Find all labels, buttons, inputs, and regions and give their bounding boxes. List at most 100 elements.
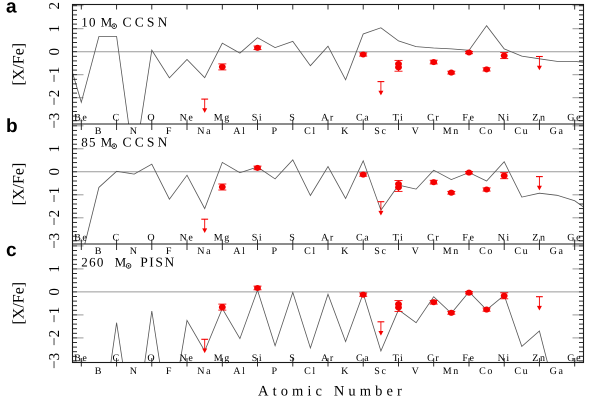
svg-text:Mg: Mg xyxy=(214,233,231,244)
svg-text:−1: −1 xyxy=(47,187,63,203)
svg-text:[X/Fe]: [X/Fe] xyxy=(11,43,28,86)
svg-text:Zn: Zn xyxy=(532,233,546,244)
svg-text:Be: Be xyxy=(74,233,88,244)
svg-text:Ni: Ni xyxy=(498,233,511,244)
svg-text:Cu: Cu xyxy=(514,126,529,137)
svg-text:Ti: Ti xyxy=(393,113,405,124)
svg-text:Fe: Fe xyxy=(462,233,475,244)
svg-text:N: N xyxy=(130,246,139,257)
svg-text:−3: −3 xyxy=(47,353,63,369)
svg-text:M: M xyxy=(101,15,113,30)
svg-text:M: M xyxy=(101,135,113,150)
svg-text:[X/Fe]: [X/Fe] xyxy=(11,282,28,325)
svg-text:Na: Na xyxy=(197,246,212,257)
svg-text:Ar: Ar xyxy=(321,233,335,244)
svg-text:Ti: Ti xyxy=(393,233,405,244)
svg-text:B: B xyxy=(95,366,103,377)
svg-text:C: C xyxy=(112,113,120,124)
svg-text:F: F xyxy=(166,246,173,257)
svg-text:B: B xyxy=(95,126,103,137)
svg-text:Sc: Sc xyxy=(374,366,387,377)
svg-text:a: a xyxy=(6,0,17,17)
svg-text:Sc: Sc xyxy=(374,246,387,257)
svg-text:Mn: Mn xyxy=(443,246,460,257)
svg-text:Ar: Ar xyxy=(321,353,335,364)
svg-text:Zn: Zn xyxy=(532,353,546,364)
svg-text:Cu: Cu xyxy=(514,246,529,257)
svg-text:V: V xyxy=(412,366,421,377)
svg-text:−2: −2 xyxy=(47,90,63,106)
svg-text:C: C xyxy=(112,233,120,244)
svg-text:85: 85 xyxy=(81,135,97,150)
svg-text:Cl: Cl xyxy=(304,126,317,137)
svg-text:1: 1 xyxy=(47,145,63,153)
svg-text:Cr: Cr xyxy=(427,233,440,244)
svg-text:Cu: Cu xyxy=(514,366,529,377)
svg-text:K: K xyxy=(341,246,350,257)
svg-text:Cl: Cl xyxy=(304,246,317,257)
svg-text:Al: Al xyxy=(233,366,246,377)
svg-text:P: P xyxy=(272,246,279,257)
svg-text:Ti: Ti xyxy=(393,353,405,364)
svg-text:Si: Si xyxy=(252,233,264,244)
svg-text:N: N xyxy=(130,366,139,377)
svg-text:Cr: Cr xyxy=(427,113,440,124)
svg-text:Cr: Cr xyxy=(427,353,440,364)
svg-text:2: 2 xyxy=(47,2,63,10)
svg-text:Ni: Ni xyxy=(498,353,511,364)
svg-text:Ge: Ge xyxy=(567,353,582,364)
svg-text:0: 0 xyxy=(47,48,63,56)
svg-text:0: 0 xyxy=(47,168,63,176)
svg-text:S: S xyxy=(289,233,296,244)
svg-text:V: V xyxy=(412,246,421,257)
svg-text:Ca: Ca xyxy=(356,353,370,364)
svg-text:Be: Be xyxy=(74,353,88,364)
svg-text:N: N xyxy=(130,126,139,137)
svg-text:CCSN: CCSN xyxy=(123,15,171,30)
svg-text:Si: Si xyxy=(252,113,264,124)
svg-text:F: F xyxy=(166,126,173,137)
svg-text:F: F xyxy=(166,366,173,377)
svg-text:P: P xyxy=(272,366,279,377)
svg-text:Ar: Ar xyxy=(321,113,335,124)
svg-text:Ca: Ca xyxy=(356,233,370,244)
svg-text:−1: −1 xyxy=(47,307,63,323)
svg-text:−3: −3 xyxy=(47,233,63,249)
svg-text:Sc: Sc xyxy=(374,126,387,137)
svg-text:K: K xyxy=(341,366,350,377)
svg-text:Si: Si xyxy=(252,353,264,364)
svg-text:Zn: Zn xyxy=(532,113,546,124)
svg-text:1: 1 xyxy=(47,25,63,33)
svg-text:Al: Al xyxy=(233,126,246,137)
svg-text:0: 0 xyxy=(47,288,63,296)
svg-text:Ga: Ga xyxy=(550,246,565,257)
svg-text:Mn: Mn xyxy=(443,366,460,377)
svg-text:10: 10 xyxy=(81,15,97,30)
svg-text:Be: Be xyxy=(74,113,88,124)
svg-text:Mg: Mg xyxy=(214,113,231,124)
svg-text:O: O xyxy=(147,353,156,364)
svg-text:Co: Co xyxy=(479,126,494,137)
svg-text:1: 1 xyxy=(47,265,63,273)
svg-text:Ne: Ne xyxy=(180,113,195,124)
svg-text:−1: −1 xyxy=(47,67,63,83)
svg-text:K: K xyxy=(341,126,350,137)
svg-text:260: 260 xyxy=(81,254,104,269)
svg-text:Ge: Ge xyxy=(567,233,582,244)
svg-text:Co: Co xyxy=(479,246,494,257)
svg-text:Fe: Fe xyxy=(462,113,475,124)
svg-text:PISN: PISN xyxy=(140,254,176,269)
svg-text:V: V xyxy=(412,126,421,137)
svg-text:Ga: Ga xyxy=(550,366,565,377)
svg-text:O: O xyxy=(147,113,156,124)
svg-text:B: B xyxy=(95,246,103,257)
svg-text:Fe: Fe xyxy=(462,353,475,364)
svg-text:−2: −2 xyxy=(47,210,63,226)
svg-text:Atomic Number: Atomic Number xyxy=(258,383,406,399)
svg-text:−2: −2 xyxy=(47,330,63,346)
svg-text:Cl: Cl xyxy=(304,366,317,377)
svg-text:Al: Al xyxy=(233,246,246,257)
svg-text:Ca: Ca xyxy=(356,113,370,124)
svg-text:Ge: Ge xyxy=(567,113,582,124)
svg-text:−3: −3 xyxy=(47,113,63,129)
